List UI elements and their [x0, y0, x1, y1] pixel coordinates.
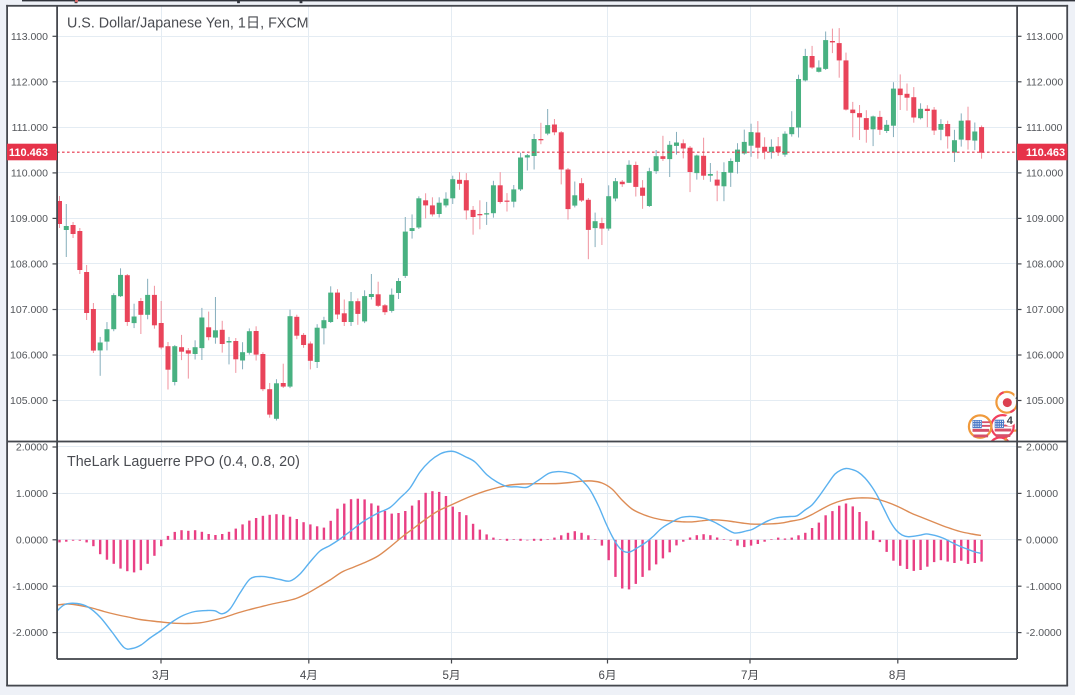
svg-text:108.000: 108.000 [1026, 259, 1064, 271]
svg-text:-2.0000: -2.0000 [1026, 627, 1062, 639]
svg-text:3月: 3月 [152, 670, 170, 682]
svg-text:106.000: 106.000 [1026, 350, 1064, 362]
svg-text:110.463: 110.463 [9, 147, 48, 159]
svg-text:0.0000: 0.0000 [16, 534, 48, 546]
svg-text:105.000: 105.000 [10, 395, 48, 407]
svg-text:U.S. Dollar/Japanese Yen, 1日,: U.S. Dollar/Japanese Yen, 1日, FXCM [67, 16, 309, 32]
svg-text:2.0000: 2.0000 [1026, 442, 1058, 454]
svg-text:113.000: 113.000 [1026, 31, 1063, 43]
svg-text:8月: 8月 [889, 670, 907, 682]
svg-text:110.463: 110.463 [1026, 147, 1065, 159]
svg-text:TheLark Laguerre PPO (0.4, 0.8: TheLark Laguerre PPO (0.4, 0.8, 20) [67, 454, 300, 470]
svg-text:110.000: 110.000 [1026, 168, 1063, 180]
svg-text:112.000: 112.000 [11, 76, 48, 88]
svg-text:-2.0000: -2.0000 [12, 627, 48, 639]
svg-text:111.000: 111.000 [1026, 122, 1063, 134]
svg-text:113.000: 113.000 [11, 31, 48, 43]
svg-text:109.000: 109.000 [1026, 213, 1064, 225]
svg-text:4: 4 [1007, 415, 1014, 427]
svg-text:1.0000: 1.0000 [1026, 488, 1058, 500]
svg-text:112.000: 112.000 [1026, 76, 1063, 88]
svg-text:108.000: 108.000 [10, 259, 48, 271]
svg-text:107.000: 107.000 [1026, 304, 1064, 316]
svg-text:107.000: 107.000 [10, 304, 48, 316]
svg-text:2.0000: 2.0000 [16, 442, 48, 454]
svg-text:-1.0000: -1.0000 [12, 581, 48, 593]
svg-text:7月: 7月 [741, 670, 759, 682]
svg-text:109.000: 109.000 [10, 213, 48, 225]
svg-text:111.000: 111.000 [12, 122, 49, 134]
svg-text:106.000: 106.000 [10, 350, 48, 362]
svg-text:110.000: 110.000 [11, 168, 48, 180]
svg-text:5月: 5月 [443, 670, 461, 682]
svg-text:105.000: 105.000 [1026, 395, 1064, 407]
svg-text:4月: 4月 [300, 670, 318, 682]
svg-text:6月: 6月 [599, 670, 617, 682]
svg-text:1.0000: 1.0000 [16, 488, 48, 500]
svg-text:0.0000: 0.0000 [1026, 534, 1058, 546]
svg-text:-1.0000: -1.0000 [1026, 581, 1062, 593]
